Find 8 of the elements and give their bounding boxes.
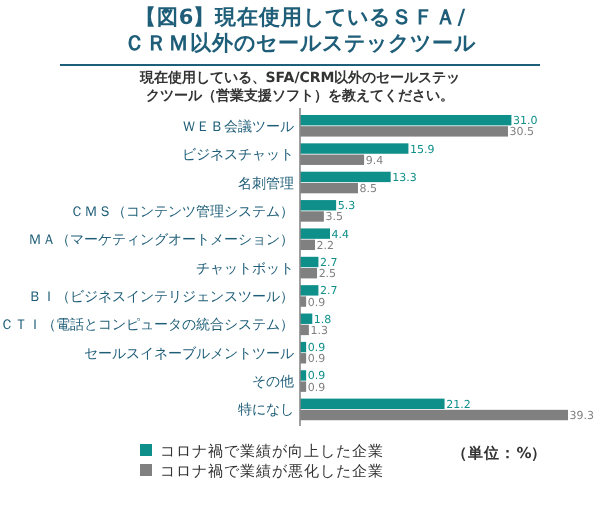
bar (300, 398, 445, 410)
bar (300, 200, 337, 211)
bar (300, 285, 319, 296)
bar (300, 228, 331, 239)
bar (300, 114, 512, 126)
chart-title: 【図6】現在使用しているＳＦＡ/ＣＲＭ以外のセールステックツール (122, 6, 478, 58)
bar (300, 143, 409, 154)
bar (300, 171, 391, 183)
